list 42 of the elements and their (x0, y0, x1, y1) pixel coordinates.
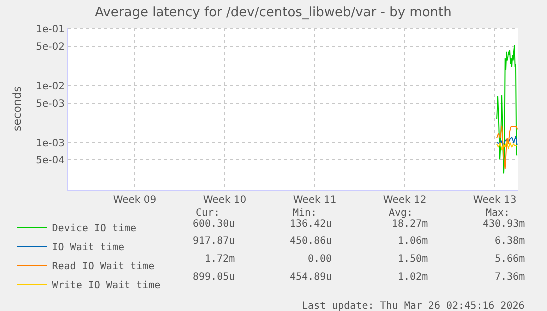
line-series (496, 44, 518, 174)
text: 136.42u (290, 219, 332, 230)
text: 6.38m (495, 236, 526, 247)
text: 1.06m (398, 236, 428, 247)
text: 7.36m (495, 272, 526, 283)
x-tick-label: Week 11 (293, 195, 337, 206)
text: Cur: (196, 208, 220, 219)
y-tick-label: 1e-03 (36, 138, 65, 150)
y-tick-label: 5e-03 (36, 98, 65, 110)
x-tick-label: Week 12 (383, 195, 427, 206)
text: 18.27m (392, 219, 428, 230)
text: 1.50m (398, 254, 428, 265)
text: 430.93m (483, 219, 526, 230)
text: 1.02m (398, 272, 428, 283)
line-series (496, 125, 518, 170)
text: Min: (293, 208, 318, 219)
text: Last update: Thu Mar 26 02:45:16 2026 (302, 301, 525, 311)
text: 5.66m (495, 254, 526, 265)
line-series (496, 136, 518, 146)
text: 899.05u (193, 272, 236, 283)
y-tick-label: 5e-02 (36, 42, 65, 53)
line-series (496, 140, 518, 152)
text: 0.00 (308, 254, 332, 265)
y-tick-label: 5e-04 (36, 156, 65, 167)
chart-title: Average latency for /dev/centos_libweb/var - by month (95, 6, 452, 21)
y-tick-label: 1e-02 (36, 82, 65, 93)
legend-label: Read IO Wait time (52, 262, 155, 273)
y-tick-label: 1e-01 (36, 24, 65, 36)
x-tick-label: Week 13 (473, 195, 517, 206)
x-tick-label: Week 09 (113, 195, 157, 206)
legend-label: Write IO Wait time (52, 280, 161, 292)
text: Max: (486, 208, 510, 219)
text: 1.72m (205, 254, 236, 265)
text: 450.86u (290, 236, 332, 247)
x-tick-label: Week 10 (203, 195, 247, 206)
text: 600.30u (193, 219, 236, 230)
legend-label: IO Wait time (52, 242, 124, 254)
text: 454.89u (290, 272, 332, 283)
y-axis-title: seconds (10, 86, 24, 132)
legend-label: Device IO time (52, 224, 137, 235)
text: Avg: (389, 208, 414, 219)
text: 917.87u (193, 236, 236, 247)
